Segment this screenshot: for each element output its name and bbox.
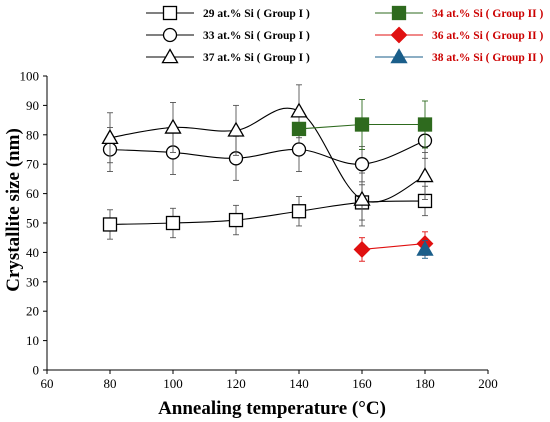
axes: 60 80 100 120 140 160 180 200 0 10 20 30 40 50 60 70 80 9…	[20, 69, 498, 392]
data-point	[353, 190, 371, 206]
series-line	[109, 200, 426, 226]
legend-marker	[391, 5, 407, 21]
x-tick-label: 200	[478, 376, 498, 391]
x-tick-label: 140	[289, 376, 309, 391]
data-point	[290, 102, 308, 118]
data-point	[102, 217, 118, 232]
series-line	[109, 107, 426, 203]
x-tick-label: 60	[41, 376, 54, 391]
y-axis-label: Crystallite size (nm)	[3, 128, 24, 292]
y-tick-label: 30	[26, 274, 39, 289]
y-tick-label: 0	[33, 363, 40, 378]
y-tick-label: 90	[26, 98, 39, 113]
data-point	[354, 157, 370, 172]
legend-entry-6: 38 at.% Si ( Group II )	[375, 48, 543, 64]
data-point	[417, 117, 433, 132]
legend-marker	[390, 26, 408, 44]
y-tick-label: 40	[26, 245, 39, 260]
series-line	[109, 140, 426, 165]
data-point	[101, 128, 119, 145]
y-tick-label: 50	[26, 216, 39, 231]
legend-label: 34 at.% Si ( Group II )	[432, 8, 543, 20]
x-tick-label: 100	[163, 376, 183, 391]
data-point	[291, 121, 307, 137]
y-tick-label: 80	[26, 127, 39, 142]
data-point	[165, 215, 181, 231]
legend-entry-4: 34 at.% Si ( Group II )	[375, 5, 543, 21]
y-tick-label: 20	[26, 304, 39, 319]
data-point	[228, 212, 244, 228]
series-4	[291, 99, 433, 150]
data-point	[164, 118, 182, 134]
series-1	[102, 184, 433, 240]
data-point	[416, 167, 434, 183]
legend: 29 at.% Si ( Group I ) 33 at.% Si ( Group…	[146, 5, 543, 64]
legend-marker	[162, 5, 178, 21]
data-point	[353, 241, 371, 258]
legend-marker	[162, 27, 178, 43]
x-tick-label: 160	[352, 376, 372, 391]
series-3	[101, 84, 434, 227]
legend-entry-3: 37 at.% Si ( Group I )	[146, 48, 310, 64]
series-6	[416, 240, 434, 259]
data-point	[291, 142, 307, 157]
series-2	[102, 122, 433, 183]
data-point	[291, 204, 307, 219]
legend-label: 36 at.% Si ( Group II )	[432, 30, 543, 42]
plot-area	[101, 84, 434, 262]
x-tick-label: 180	[415, 376, 435, 391]
x-tick-label: 80	[104, 376, 117, 391]
legend-label: 33 at.% Si ( Group I )	[203, 30, 310, 42]
x-axis-label: Annealing temperature (°C)	[158, 398, 386, 419]
data-point	[227, 121, 245, 137]
legend-label: 38 at.% Si ( Group II )	[432, 52, 543, 64]
y-tick-label: 10	[26, 333, 39, 348]
y-tick-label: 70	[26, 157, 39, 172]
data-point	[416, 240, 434, 256]
legend-label: 29 at.% Si ( Group I )	[203, 8, 310, 20]
legend-label: 37 at.% Si ( Group I )	[203, 52, 310, 64]
series-line	[361, 243, 426, 251]
legend-entry-1: 29 at.% Si ( Group I )	[146, 5, 310, 21]
x-tick-label: 120	[226, 376, 246, 391]
y-tick-label: 100	[20, 69, 40, 84]
series-5	[353, 231, 434, 262]
data-point	[354, 117, 370, 132]
legend-marker	[390, 48, 408, 64]
legend-entry-5: 36 at.% Si ( Group II )	[375, 26, 543, 44]
y-tick-label: 60	[26, 186, 39, 201]
legend-marker	[161, 48, 179, 64]
legend-entry-2: 33 at.% Si ( Group I )	[146, 27, 310, 43]
